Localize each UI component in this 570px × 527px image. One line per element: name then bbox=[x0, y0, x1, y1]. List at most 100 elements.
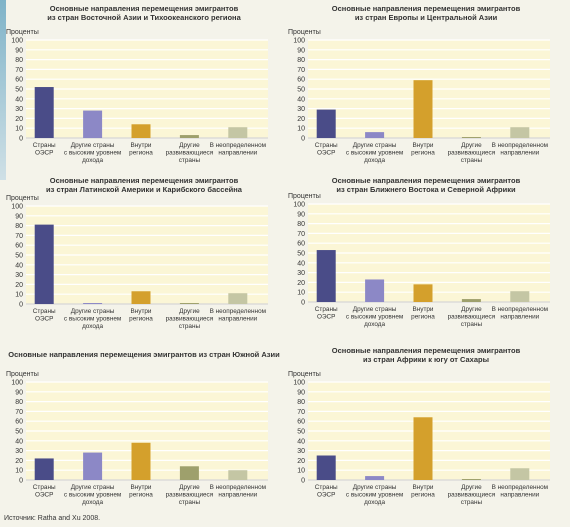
y-tick-label: 70 bbox=[297, 67, 305, 74]
y-tick-label: 70 bbox=[15, 233, 23, 240]
x-tick-label: Другие развивающиеся страны bbox=[448, 306, 496, 328]
source-note: Источник: Ratha and Xu 2008. bbox=[4, 515, 101, 522]
bar bbox=[34, 224, 54, 304]
x-tick-label: Внутри региона bbox=[411, 306, 435, 320]
chart-plot: 0 10 20 30 40 50 60 70 80 90 100 Страны ОЭСР Другие с… bbox=[11, 38, 268, 164]
y-tick-label: 80 bbox=[297, 57, 305, 64]
decorative-strip bbox=[0, 0, 6, 180]
bar bbox=[365, 476, 385, 480]
y-tick-label: 70 bbox=[15, 67, 23, 74]
x-tick-label: Другие страны с высоким уровнем дохода bbox=[346, 142, 403, 164]
bar bbox=[461, 479, 481, 480]
y-tick-label: 50 bbox=[297, 87, 305, 94]
y-axis-label: Проценты bbox=[288, 193, 321, 200]
x-tick-label: Другие развивающиеся страны bbox=[166, 308, 214, 330]
y-tick-label: 60 bbox=[15, 243, 23, 250]
y-tick-label: 100 bbox=[11, 204, 23, 211]
x-tick-label: Другие страны с высоким уровнем дохода bbox=[346, 306, 403, 328]
y-tick-label: 20 bbox=[15, 458, 23, 465]
y-tick-label: 50 bbox=[15, 253, 23, 260]
y-tick-label: 80 bbox=[15, 57, 23, 64]
x-tick-label: Другие развивающиеся страны bbox=[166, 484, 214, 506]
bar bbox=[461, 137, 481, 138]
y-tick-label: 80 bbox=[297, 399, 305, 406]
chart-plot: 0 10 20 30 40 50 60 70 80 90 100 Страны ОЭСР Другие с… bbox=[293, 38, 550, 164]
y-tick-label: 30 bbox=[15, 272, 23, 279]
y-axis-label: Проценты bbox=[6, 371, 39, 378]
y-tick-label: 100 bbox=[293, 38, 305, 45]
y-tick-label: 100 bbox=[293, 202, 305, 209]
bar bbox=[83, 110, 103, 138]
bar bbox=[413, 284, 433, 302]
y-tick-label: 40 bbox=[297, 438, 305, 445]
x-tick-label: Другие страны с высоким уровнем дохода bbox=[64, 484, 121, 506]
bar bbox=[179, 135, 199, 138]
x-tick-label: Страны ОЭСР bbox=[315, 484, 338, 498]
y-tick-label: 100 bbox=[11, 380, 23, 387]
x-tick-label: Другие страны с высоким уровнем дохода bbox=[346, 484, 403, 506]
chart-title: Основные направления перемещения эмигран… bbox=[47, 4, 241, 22]
bar bbox=[179, 466, 199, 480]
bar bbox=[131, 124, 151, 138]
bar bbox=[228, 293, 248, 304]
y-tick-label: 60 bbox=[15, 419, 23, 426]
bar bbox=[83, 452, 103, 480]
y-tick-label: 60 bbox=[297, 77, 305, 84]
y-tick-label: 10 bbox=[297, 126, 305, 133]
x-tick-label: Другие развивающиеся страны bbox=[448, 142, 496, 164]
y-tick-label: 30 bbox=[297, 448, 305, 455]
y-tick-label: 10 bbox=[15, 126, 23, 133]
bar bbox=[316, 250, 336, 302]
y-tick-label: 50 bbox=[297, 251, 305, 258]
y-tick-label: 80 bbox=[15, 223, 23, 230]
bar bbox=[179, 303, 199, 304]
x-tick-label: В неопределенном направлении bbox=[210, 308, 266, 322]
y-tick-label: 0 bbox=[19, 302, 23, 309]
y-tick-label: 80 bbox=[15, 399, 23, 406]
x-tick-label: Страны ОЭСР bbox=[315, 306, 338, 320]
y-tick-label: 90 bbox=[297, 211, 305, 218]
bar bbox=[510, 291, 530, 302]
chart-title: Основные направления перемещения эмигран… bbox=[331, 346, 521, 364]
y-tick-label: 90 bbox=[15, 213, 23, 220]
y-tick-label: 0 bbox=[19, 478, 23, 485]
x-tick-label: Страны ОЭСР bbox=[315, 142, 338, 156]
y-axis-label: Проценты bbox=[288, 371, 321, 378]
y-tick-label: 90 bbox=[15, 47, 23, 54]
y-axis-label: Проценты bbox=[6, 195, 39, 202]
y-tick-label: 20 bbox=[297, 458, 305, 465]
y-tick-label: 50 bbox=[15, 87, 23, 94]
chart-plot: 0 10 20 30 40 50 60 70 80 90 100 Страны ОЭСР Другие с… bbox=[11, 380, 268, 506]
y-tick-label: 40 bbox=[15, 262, 23, 269]
y-tick-label: 40 bbox=[297, 260, 305, 267]
bar bbox=[316, 109, 336, 138]
y-tick-label: 30 bbox=[297, 270, 305, 277]
bar bbox=[510, 127, 530, 138]
x-tick-label: Внутри региона bbox=[129, 142, 153, 156]
chart-middle-east-north-africa: Основные направления перемещения эмигран… bbox=[286, 176, 566, 341]
x-tick-label: Другие развивающиеся страны bbox=[448, 484, 496, 506]
chart-east-asia-pacific: Основные направления перемещения эмигран… bbox=[4, 4, 284, 169]
bar bbox=[510, 468, 530, 480]
y-tick-label: 70 bbox=[297, 409, 305, 416]
bar bbox=[365, 279, 385, 302]
y-tick-label: 30 bbox=[297, 106, 305, 113]
x-tick-label: В неопределенном направлении bbox=[492, 142, 548, 156]
x-tick-label: Страны ОЭСР bbox=[33, 142, 56, 156]
x-tick-label: Другие развивающиеся страны bbox=[166, 142, 214, 164]
y-tick-label: 10 bbox=[15, 292, 23, 299]
x-tick-label: Другие страны с высоким уровнем дохода bbox=[64, 308, 121, 330]
chart-europe-central-asia: Основные направления перемещения эмигран… bbox=[286, 4, 566, 169]
x-tick-label: В неопределенном направлении bbox=[492, 484, 548, 498]
bar bbox=[83, 303, 103, 304]
y-tick-label: 40 bbox=[297, 96, 305, 103]
y-tick-label: 60 bbox=[297, 419, 305, 426]
y-tick-label: 40 bbox=[15, 96, 23, 103]
y-tick-label: 70 bbox=[15, 409, 23, 416]
y-tick-label: 100 bbox=[293, 380, 305, 387]
y-tick-label: 10 bbox=[297, 290, 305, 297]
bar bbox=[461, 299, 481, 302]
x-tick-label: Внутри региона bbox=[129, 484, 153, 498]
x-tick-label: Внутри региона bbox=[411, 484, 435, 498]
bar bbox=[228, 127, 248, 138]
